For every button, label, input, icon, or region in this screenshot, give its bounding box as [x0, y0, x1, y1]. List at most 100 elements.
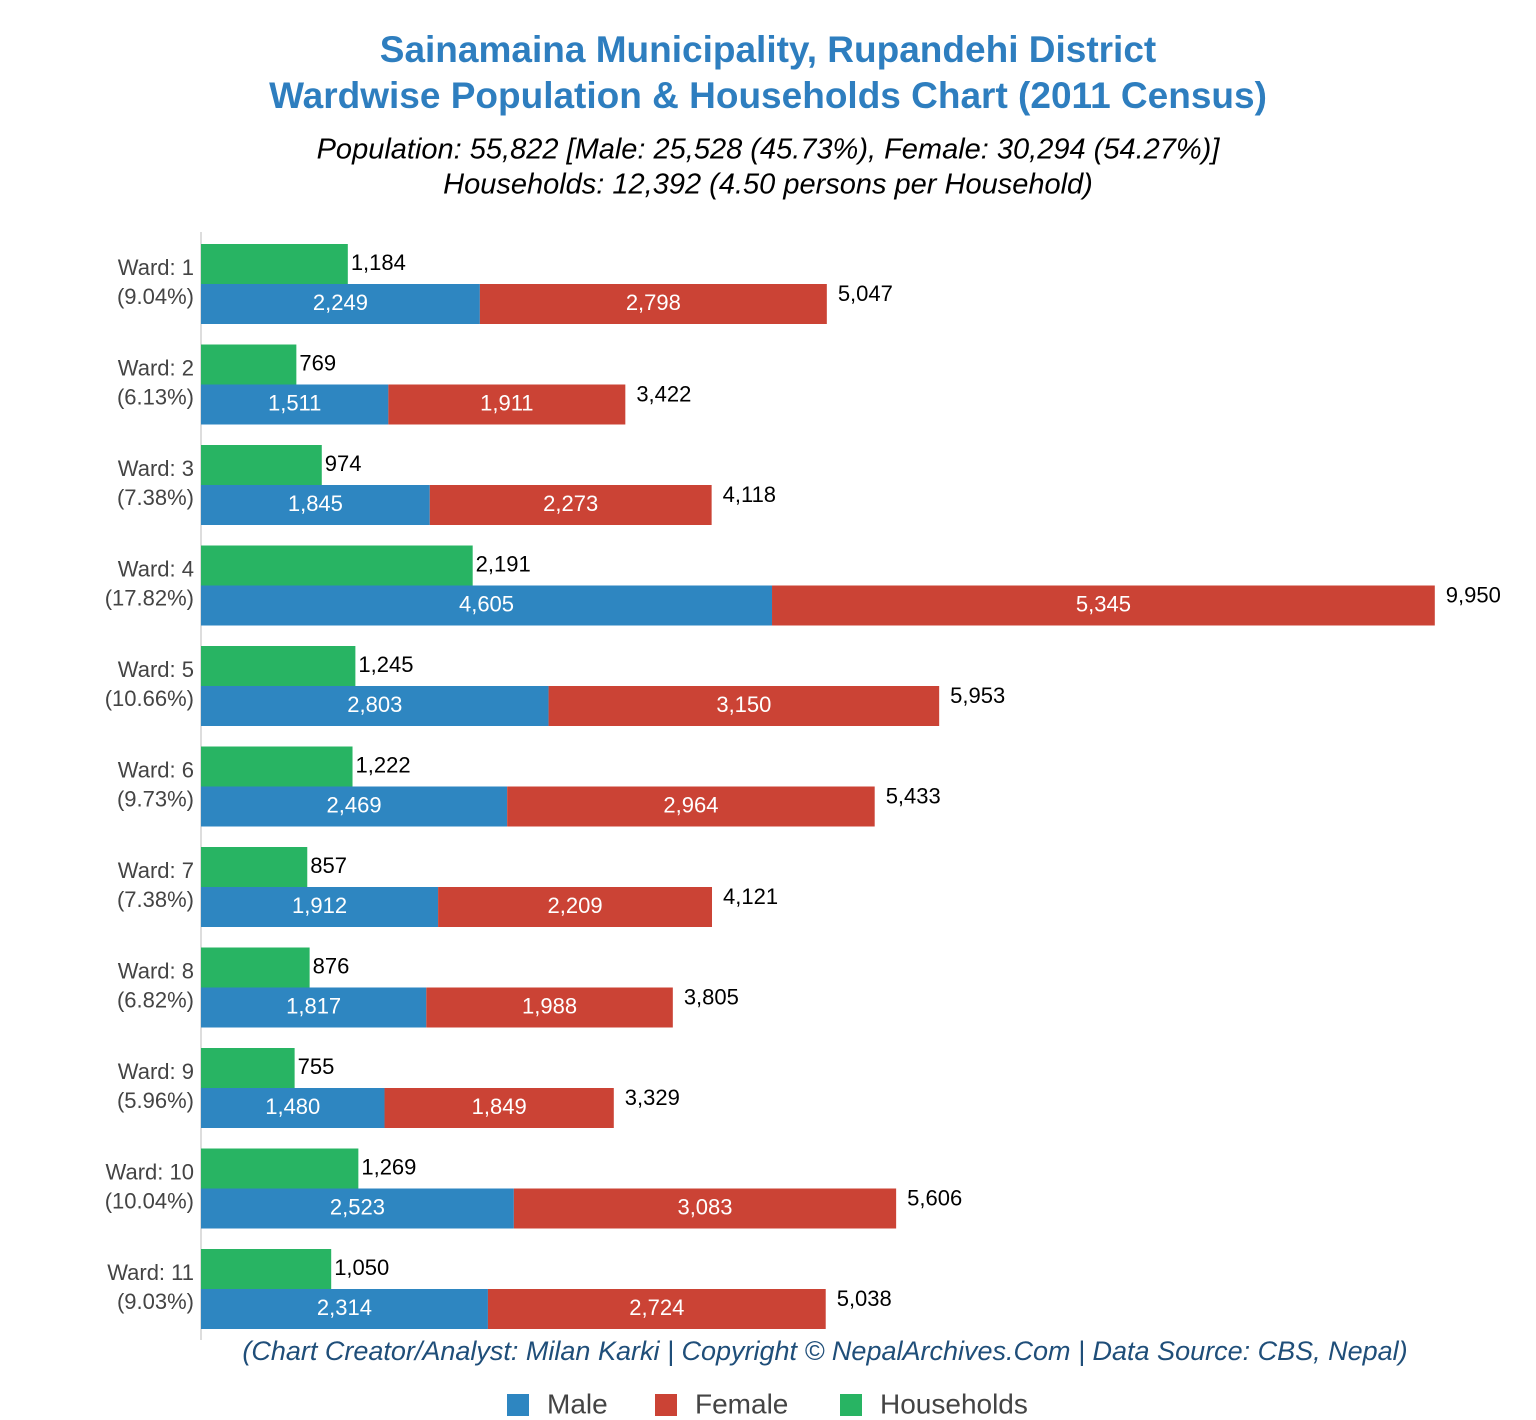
bar: [201, 1249, 332, 1289]
data-label: 1,269: [361, 1154, 416, 1179]
data-label: 2,469: [327, 792, 382, 817]
bar-segment: [487, 1289, 826, 1329]
y-tick-label: Ward: 4: [118, 556, 194, 581]
data-label: 1,511: [268, 390, 321, 415]
bar-segment: [201, 384, 389, 425]
data-label: 2,964: [663, 792, 718, 817]
data-label: 769: [299, 350, 336, 375]
data-label: 1,845: [288, 491, 343, 516]
bar-segment: [201, 585, 773, 626]
bar: [201, 847, 308, 887]
data-label: 2,523: [330, 1194, 385, 1219]
data-label: 1,050: [334, 1255, 389, 1280]
y-tick-sublabel: (7.38%): [117, 887, 194, 912]
bar-segment: [201, 284, 480, 324]
y-tick-label: Ward: 1: [118, 255, 194, 280]
bar-segment: [201, 987, 427, 1028]
bar: [201, 545, 473, 586]
y-tick-sublabel: (10.66%): [105, 686, 194, 711]
bar: [201, 445, 322, 485]
total-label: 4,121: [723, 884, 778, 909]
y-tick-label: Ward: 3: [118, 456, 194, 481]
bar-segment: [429, 485, 712, 525]
bar-segment: [479, 284, 827, 324]
y-tick-sublabel: (10.04%): [105, 1188, 194, 1213]
chart-subtitle: Households: 12,392 (4.50 persons per Hou…: [443, 169, 1093, 201]
y-tick-sublabel: (9.73%): [117, 786, 194, 811]
data-label: 857: [310, 853, 347, 878]
bar-segment: [438, 887, 713, 927]
y-tick-sublabel: (9.04%): [117, 284, 194, 309]
bar: [201, 1148, 359, 1189]
total-label: 5,433: [886, 783, 941, 808]
data-label: 2,803: [347, 692, 402, 717]
chart-title: Sainamaina Municipality, Rupandehi Distr…: [380, 29, 1156, 70]
legend-label: Male: [547, 1388, 608, 1419]
y-tick-label: Ward: 6: [118, 757, 194, 782]
bar-segment: [201, 485, 430, 525]
total-label: 3,329: [625, 1085, 680, 1110]
data-label: 1,912: [292, 893, 347, 918]
bar-segment: [201, 1188, 514, 1229]
bar-segment: [201, 686, 549, 726]
data-label: 3,150: [716, 692, 771, 717]
bar: [201, 344, 297, 385]
total-label: 5,038: [837, 1286, 892, 1311]
data-label: 1,480: [265, 1094, 320, 1119]
legend-label: Households: [880, 1388, 1028, 1419]
y-tick-sublabel: (9.03%): [117, 1289, 194, 1314]
data-label: 3,083: [677, 1194, 732, 1219]
data-label: 1,245: [358, 652, 413, 677]
y-tick-label: Ward: 8: [118, 958, 194, 983]
total-label: 5,047: [838, 281, 893, 306]
data-label: 974: [325, 451, 362, 476]
legend-label: Female: [695, 1388, 788, 1419]
y-tick-sublabel: (17.82%): [105, 585, 194, 610]
data-label: 2,724: [629, 1295, 684, 1320]
y-tick-label: Ward: 10: [106, 1159, 194, 1184]
legend-swatch: [840, 1394, 862, 1416]
bar-segment: [507, 786, 875, 827]
data-label: 2,273: [543, 491, 598, 516]
bar-segment: [201, 887, 439, 927]
data-label: 1,988: [522, 993, 577, 1018]
bar-segment: [388, 384, 626, 425]
data-label: 1,222: [356, 752, 411, 777]
bar-segment: [426, 987, 673, 1028]
bar-segment: [201, 1088, 385, 1128]
bar: [201, 1048, 295, 1088]
y-tick-sublabel: (6.13%): [117, 384, 194, 409]
y-tick-sublabel: (6.82%): [117, 987, 194, 1012]
total-label: 5,953: [950, 683, 1005, 708]
chart-title: Wardwise Population & Households Chart (…: [269, 75, 1267, 116]
bar-segment: [548, 686, 940, 726]
bar-segment: [201, 786, 508, 827]
total-label: 3,422: [636, 381, 691, 406]
total-label: 3,805: [684, 984, 739, 1009]
total-label: 4,118: [723, 482, 776, 507]
data-label: 5,345: [1076, 591, 1131, 616]
y-tick-label: Ward: 7: [118, 858, 194, 883]
bar-segment: [513, 1188, 897, 1229]
y-tick-sublabel: (7.38%): [117, 485, 194, 510]
data-label: 2,798: [626, 290, 681, 315]
y-tick-label: Ward: 9: [118, 1059, 194, 1084]
data-label: 2,209: [548, 893, 603, 918]
data-label: 1,911: [480, 390, 533, 415]
total-label: 9,950: [1446, 582, 1501, 607]
y-tick-label: Ward: 2: [118, 355, 194, 380]
bar: [201, 746, 353, 787]
data-label: 2,314: [317, 1295, 372, 1320]
data-label: 876: [313, 953, 350, 978]
legend-swatch: [507, 1394, 529, 1416]
data-label: 1,184: [351, 250, 406, 275]
bar-segment: [384, 1088, 614, 1128]
data-label: 2,249: [313, 290, 368, 315]
data-label: 1,817: [286, 993, 341, 1018]
bar: [201, 646, 356, 686]
y-tick-label: Ward: 5: [118, 657, 194, 682]
bar-segment: [772, 585, 1435, 626]
data-label: 2,191: [476, 551, 531, 576]
footer: (Chart Creator/Analyst: Milan Karki | Co…: [242, 1336, 1407, 1366]
